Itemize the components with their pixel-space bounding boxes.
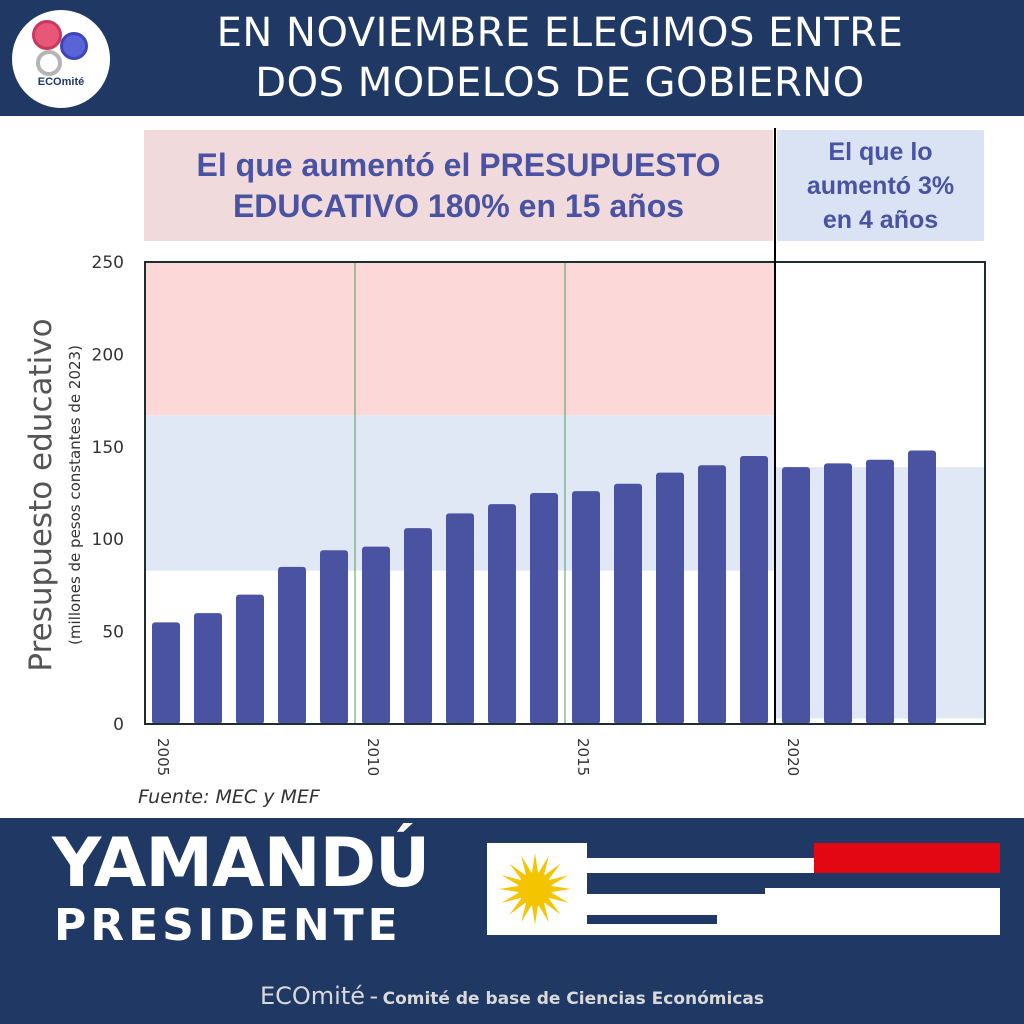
bar-2013 [488, 504, 516, 724]
second-model-box: El que lo aumentó 3% en 4 años [777, 130, 984, 241]
x-tick-label: 2020 [784, 738, 802, 776]
y-tick-label: 0 [113, 715, 124, 735]
title-line-1: EN NOVIEMBRE ELEGIMOS ENTRE [216, 10, 904, 56]
committee-name: ECOmité [259, 982, 366, 1010]
ecomite-logo: ECOmité [12, 10, 110, 108]
y-axis-label: Presupuesto educativo [23, 318, 59, 672]
y-axis-sublabel: (millones de pesos constantes de 2023) [66, 345, 84, 645]
candidate-name: YAMANDÚ [52, 824, 430, 903]
bar-2007 [236, 594, 264, 724]
bar-2008 [278, 566, 306, 724]
uruguay-flag-graphic [487, 843, 1000, 935]
bar-2020 [782, 467, 810, 724]
bar-2023 [908, 450, 936, 724]
y-tick-label: 50 [102, 623, 124, 643]
committee-description: Comité de base de Ciencias Económicas [382, 989, 765, 1009]
bar-2021 [824, 463, 852, 724]
sun-icon [499, 853, 571, 925]
logo-text: ECOmité [37, 76, 85, 88]
flag-stripe-5 [587, 915, 717, 924]
first-model-text: El que aumentó el PRESUPUESTO EDUCATIVO … [197, 145, 721, 227]
logo-circle-gray [36, 50, 62, 76]
footer-caption: ECOmité - Comité de base de Ciencias Eco… [0, 982, 1024, 1010]
logo-circle-blue [60, 32, 88, 60]
bar-2010 [362, 546, 390, 724]
second-model-line-3: en 4 años [822, 205, 939, 234]
bar-2005 [152, 622, 180, 724]
x-tick-label: 2010 [364, 738, 382, 776]
second-model-text: El que lo aumentó 3% en 4 años [807, 135, 954, 237]
x-tick-label: 2015 [574, 738, 592, 776]
plot-frame [144, 261, 986, 725]
bar-2006 [194, 613, 222, 724]
y-tick-label: 250 [92, 253, 124, 273]
y-tick-label: 100 [92, 530, 124, 550]
caption-separator: - [369, 982, 379, 1010]
first-model-box: El que aumentó el PRESUPUESTO EDUCATIVO … [144, 130, 773, 241]
bar-2018 [698, 465, 726, 724]
bar-2016 [614, 483, 642, 724]
bar-2015 [572, 491, 600, 724]
y-tick-label: 200 [92, 345, 124, 365]
budget-bar-chart: 0 50 100 150 200 250 2005 2010 2015 2020 [92, 128, 986, 776]
page-title: EN NOVIEMBRE ELEGIMOS ENTRE DOS MODELOS … [120, 8, 1000, 108]
header-bar [0, 0, 1024, 116]
flag-red-block [814, 843, 1000, 873]
flag-stripe-2 [587, 873, 1000, 888]
candidate-role: PRESIDENTE [54, 900, 402, 951]
period1-red-band [145, 262, 775, 416]
y-tick-label: 150 [92, 438, 124, 458]
bar-2022 [866, 459, 894, 724]
x-tick-label: 2005 [154, 738, 172, 776]
flag-svg [499, 843, 1000, 925]
second-model-line-1: El que lo [828, 137, 933, 166]
second-model-line-2: aumentó 3% [806, 171, 955, 200]
flag-stripe-1 [587, 843, 814, 858]
bar-2017 [656, 472, 684, 724]
bar-2009 [320, 550, 348, 724]
first-model-line-1: El que aumentó el PRESUPUESTO [196, 146, 721, 183]
bar-2012 [446, 513, 474, 724]
title-line-2: DOS MODELOS DE GOBIERNO [255, 60, 865, 106]
bar-2019 [740, 456, 768, 724]
bar-2011 [404, 528, 432, 724]
source-note: Fuente: MEC y MEF [138, 786, 320, 808]
logo-circle-red [32, 20, 62, 50]
flag-stripe-3 [587, 885, 765, 894]
first-model-line-2: EDUCATIVO 180% en 15 años [232, 187, 685, 224]
bar-2014 [530, 493, 558, 724]
